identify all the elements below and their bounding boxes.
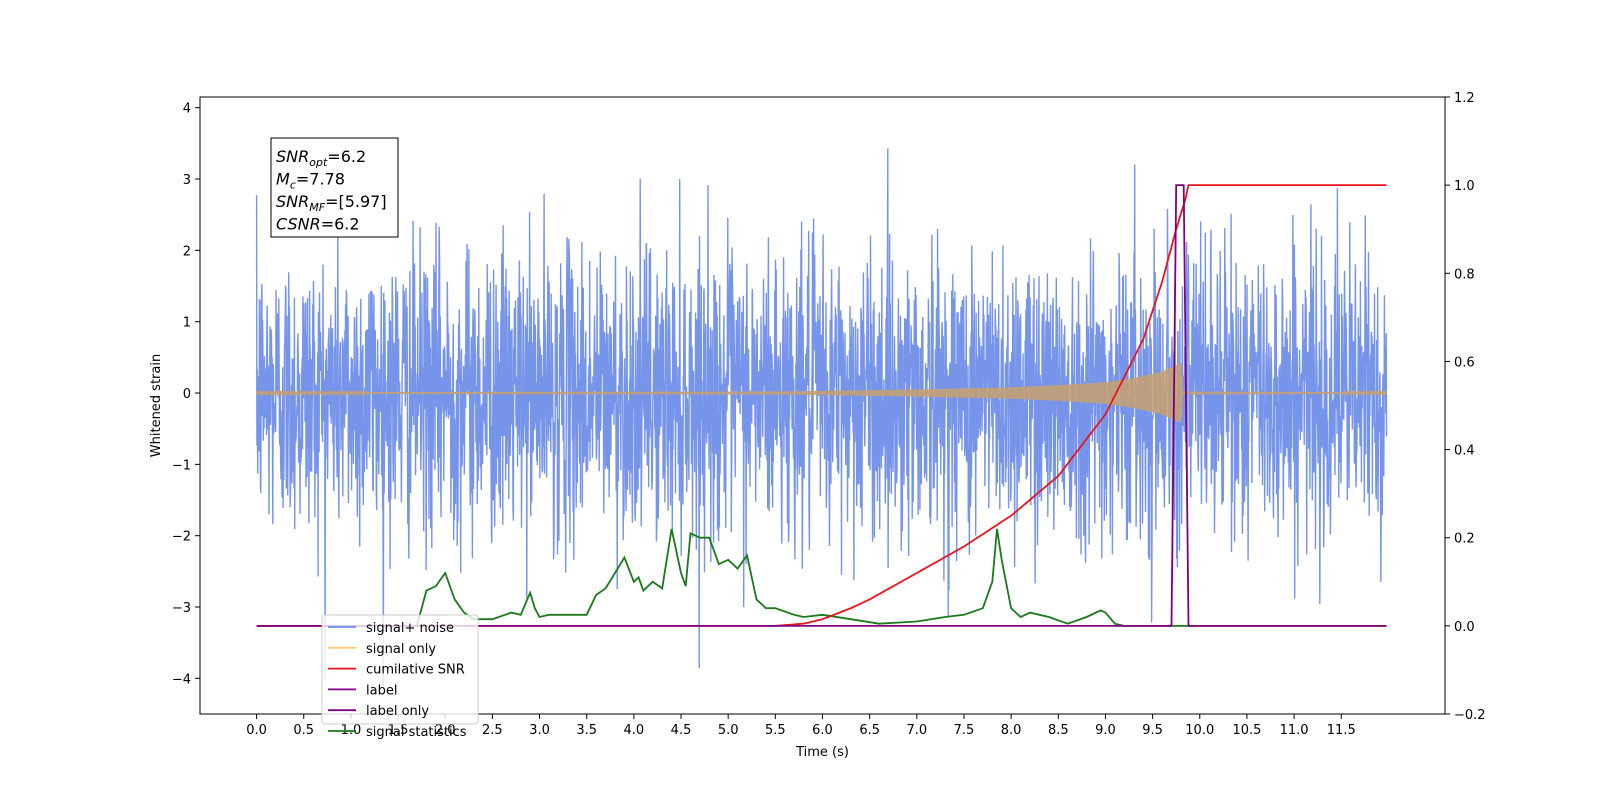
series-signal-statistics [256, 528, 1387, 627]
x-tick-label: 7.5 [954, 723, 975, 738]
annotation-line: SNRopt=6.2 [276, 147, 366, 169]
y-right-tick-label: 0.4 [1454, 444, 1475, 459]
legend-label: cumilative SNR [366, 663, 465, 678]
series-cumulative-snr [256, 184, 1387, 627]
x-tick-label: 5.5 [765, 723, 786, 738]
series-label [256, 184, 1387, 627]
annotation-name: CSNR [276, 215, 321, 234]
y-axis-left: −4 −3 −2 −1 0 1 2 3 4 [172, 102, 200, 687]
annotation-value: =6.2 [321, 215, 360, 234]
x-tick-label: 7.0 [906, 723, 927, 738]
x-tick-label: 11.0 [1280, 723, 1309, 738]
x-tick-label: 10.0 [1185, 723, 1214, 738]
y-axis-right: −0.2 0.0 0.2 0.4 0.6 0.8 1.0 1.2 [1445, 91, 1486, 723]
y-tick-label: −2 [172, 530, 191, 545]
annotation-line: CSNR=6.2 [276, 215, 360, 234]
x-tick-label: 8.5 [1048, 723, 1069, 738]
x-axis-label: Time (s) [795, 745, 849, 760]
x-tick-label: 3.5 [576, 723, 597, 738]
y-tick-label: −1 [172, 458, 191, 473]
x-tick-label: 2.0 [435, 723, 456, 738]
annotation-box-frame [270, 137, 399, 238]
x-tick-label: 9.5 [1142, 723, 1163, 738]
y-right-tick-label: 0.2 [1454, 532, 1475, 547]
annotation-value: =6.2 [327, 147, 366, 166]
legend-label: signal statistics [366, 725, 467, 740]
y-tick-label: 4 [183, 102, 191, 117]
y-right-tick-label: 0.8 [1454, 267, 1475, 282]
annotation-value: =7.78 [296, 170, 345, 189]
y-right-tick-label: 0.0 [1454, 620, 1475, 635]
x-tick-label: 6.5 [859, 723, 880, 738]
x-tick-label: 4.5 [671, 723, 692, 738]
plot-area [255, 148, 1388, 686]
annotation-name: SNR [276, 192, 309, 211]
annotation-subscript: opt [309, 156, 328, 169]
annotation-value: =[5.97] [325, 192, 387, 211]
legend-label: signal+ noise [366, 621, 454, 636]
y-tick-label: 2 [183, 244, 191, 259]
x-tick-label: 0.5 [293, 723, 314, 738]
y-tick-label: 3 [183, 173, 191, 188]
x-tick-label: 2.5 [482, 723, 503, 738]
x-tick-label: 4.0 [624, 723, 645, 738]
x-tick-label: 1.5 [388, 723, 409, 738]
annotation-line: Mc=7.78 [276, 170, 345, 192]
legend-label: label only [366, 704, 429, 719]
series-signal-only [256, 363, 1388, 423]
legend-label: signal only [366, 642, 436, 657]
annotation-line: SNRMF=[5.97] [276, 192, 387, 214]
x-tick-label: 11.5 [1327, 723, 1356, 738]
y-tick-label: −4 [172, 672, 191, 687]
legend-frame [321, 614, 479, 725]
x-tick-label: 9.0 [1095, 723, 1116, 738]
annotation-name: SNR [276, 147, 309, 166]
legend-label: label [366, 683, 397, 698]
y-axis-label: Whitened strain [149, 354, 164, 457]
y-tick-label: 1 [183, 316, 191, 331]
annotation-subscript: MF [309, 201, 325, 214]
y-right-tick-label: 0.6 [1454, 355, 1475, 370]
annotation-name: M [276, 170, 290, 189]
x-tick-label: 0.0 [246, 723, 267, 738]
x-tick-label: 3.0 [529, 723, 550, 738]
y-right-tick-label: 1.0 [1454, 179, 1475, 194]
y-tick-label: 0 [183, 387, 191, 402]
y-tick-label: −3 [172, 601, 191, 616]
y-right-tick-label: 1.2 [1454, 91, 1475, 106]
x-tick-label: 8.0 [1001, 723, 1022, 738]
x-tick-label: 6.0 [812, 723, 833, 738]
annotation-subscript: c [290, 179, 296, 192]
x-tick-label: 5.0 [718, 723, 739, 738]
legend: signal+ noise signal only cumilative SNR la… [321, 614, 479, 740]
y-right-tick-label: −0.2 [1454, 708, 1486, 723]
x-axis: 0.0 0.5 1.0 1.5 2.0 2.5 3.0 3.5 4.0 4.5 5.0 5.5 6.0 6… [246, 714, 1356, 738]
x-tick-label: 10.5 [1232, 723, 1261, 738]
series-signal-noise [255, 148, 1388, 686]
